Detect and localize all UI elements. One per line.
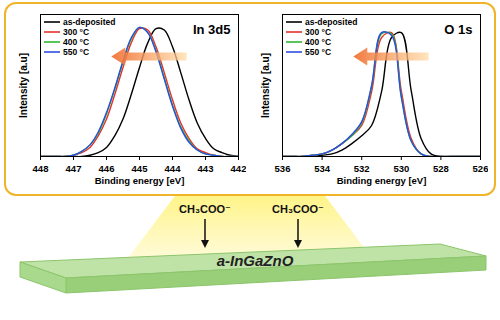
svg-text:a-InGaZnO: a-InGaZnO <box>217 252 294 269</box>
html-text:Intensity [a.u]: Intensity [a.u] <box>259 52 271 118</box>
svg-text:Binding energy [eV]: Binding energy [eV] <box>95 175 185 186</box>
html-text:300 °C: 300 °C <box>305 27 332 37</box>
svg-text:448: 448 <box>33 163 49 174</box>
svg-text:O 1s: O 1s <box>444 22 472 37</box>
svg-text:534: 534 <box>314 163 331 174</box>
svg-text:530: 530 <box>393 163 409 174</box>
html-text:400 °C: 400 °C <box>305 37 332 47</box>
svg-text:447: 447 <box>66 163 82 174</box>
svg-text:In 3d5: In 3d5 <box>193 22 231 37</box>
html-text:Intensity [a.u]: Intensity [a.u] <box>17 52 29 118</box>
html-text:550 °C: 550 °C <box>305 47 332 57</box>
svg-text:532: 532 <box>354 163 370 174</box>
html-text:as-deposited: as-deposited <box>305 17 358 27</box>
svg-text:446: 446 <box>99 163 115 174</box>
svg-text:CH₃COO⁻: CH₃COO⁻ <box>179 203 231 215</box>
html-text:400 °C: 400 °C <box>63 37 90 47</box>
svg-text:442: 442 <box>231 163 246 174</box>
svg-text:CH₃COO⁻: CH₃COO⁻ <box>272 203 324 215</box>
html-text:300 °C: 300 °C <box>63 27 90 37</box>
svg-text:444: 444 <box>165 163 182 174</box>
html-text:550 °C: 550 °C <box>63 47 90 57</box>
svg-text:445: 445 <box>132 163 149 174</box>
html-text:as-deposited: as-deposited <box>63 17 116 27</box>
svg-text:536: 536 <box>275 163 291 174</box>
svg-text:526: 526 <box>473 163 488 174</box>
svg-text:Binding energy [eV]: Binding energy [eV] <box>337 175 427 186</box>
svg-text:443: 443 <box>198 163 214 174</box>
svg-text:528: 528 <box>433 163 449 174</box>
